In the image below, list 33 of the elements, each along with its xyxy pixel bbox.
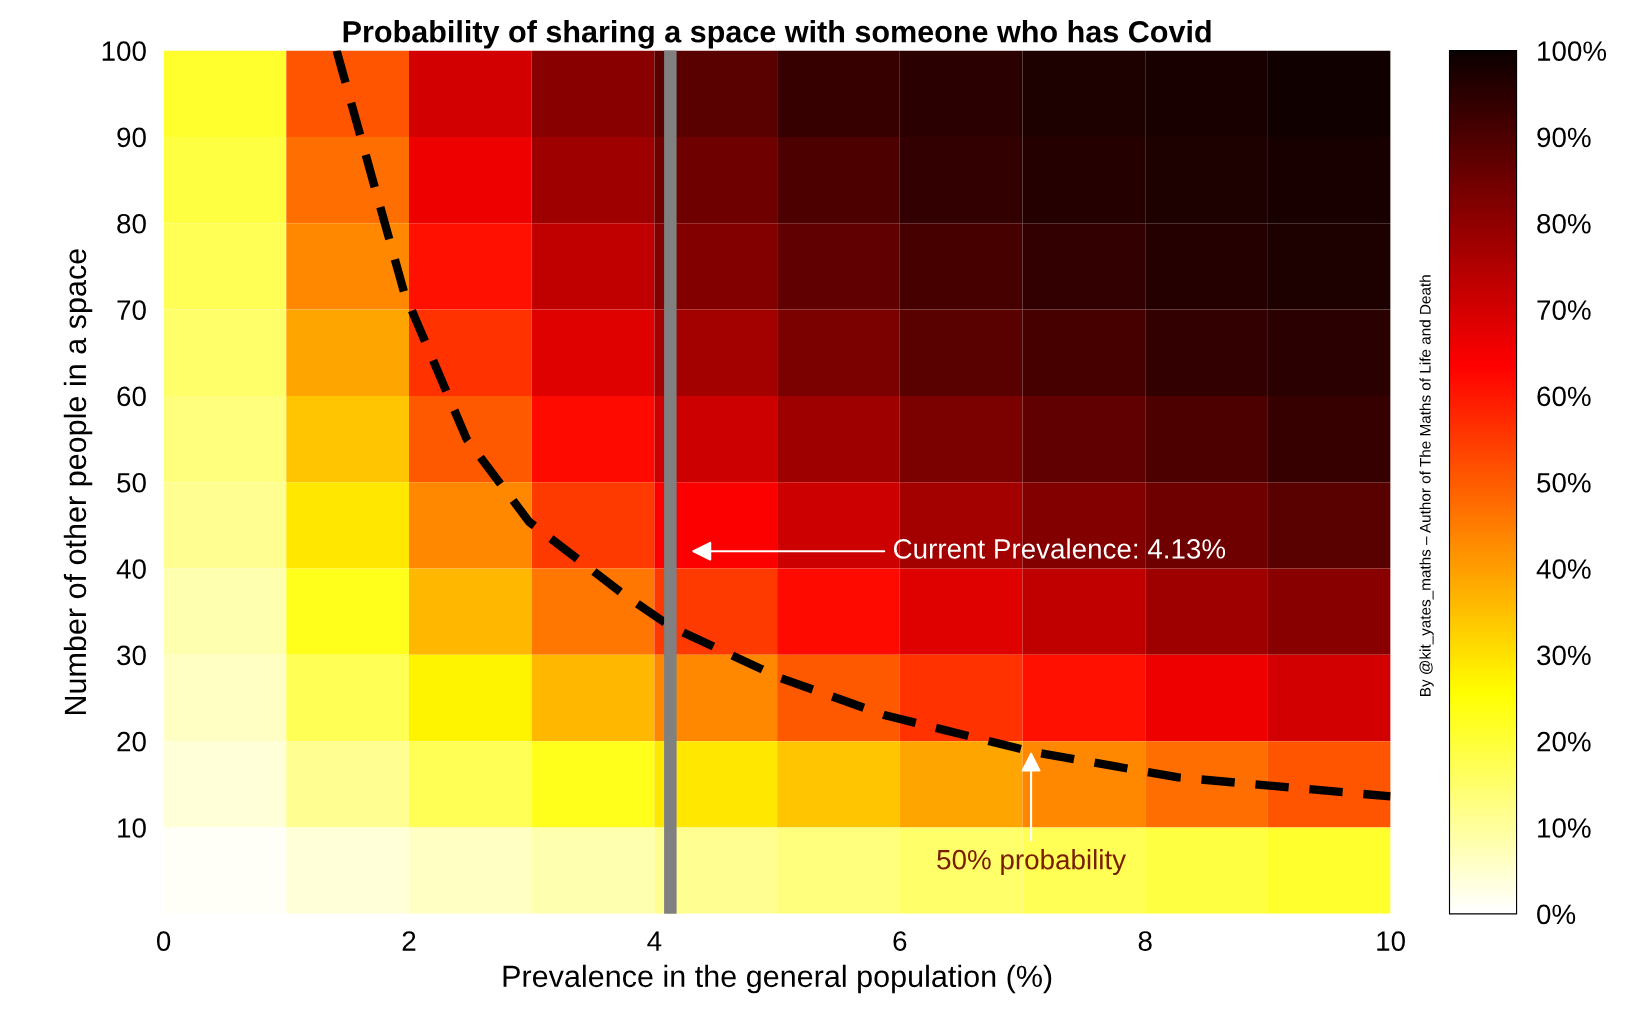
color-bar-label: 40% — [1536, 559, 1591, 579]
x-tick-label: 2 — [402, 931, 416, 951]
x-tick-label: 8 — [1138, 931, 1152, 951]
color-bar-label: 0% — [1537, 904, 1576, 925]
x-tick-label: 4 — [647, 931, 662, 951]
color-bar-label: 30% — [1537, 645, 1591, 666]
chart-title: Probability of sharing a space with someone who has Covid — [343, 20, 1211, 49]
color-bar-label: 70% — [1537, 300, 1591, 320]
annotation: 50% probability — [937, 849, 1127, 875]
y-tick-label: 30 — [117, 645, 146, 666]
color-bar-label: 20% — [1537, 731, 1591, 752]
color-bar-label: 90% — [1537, 127, 1591, 148]
color-bar-label: 80% — [1537, 213, 1591, 234]
color-bar-label: 50% — [1537, 472, 1591, 493]
color-bar-label: 60% — [1537, 386, 1591, 407]
color-bar-label: 100% — [1538, 41, 1607, 61]
x-tick-label: 0 — [156, 931, 171, 951]
y-tick-label: 40 — [116, 559, 146, 579]
x-tick-label: 6 — [893, 931, 907, 951]
y-tick-label: 50 — [117, 472, 146, 493]
y-tick-label: 100 — [102, 41, 146, 61]
y-axis-title: Number of other people in a space — [63, 249, 93, 715]
x-axis-title: Prevalence in the general population (%) — [503, 964, 1052, 994]
y-tick-label: 20 — [117, 731, 146, 752]
y-tick-label: 60 — [117, 386, 146, 407]
y-tick-label: 90 — [117, 127, 146, 148]
color-bar-label: 10% — [1538, 818, 1591, 838]
y-tick-label: 10 — [118, 818, 146, 838]
text: By @kit_yates_maths – Author of The Maths of Life and Death — [1419, 275, 1434, 696]
annotation: Current Prevalence: 4.13% — [893, 538, 1226, 559]
y-tick-label: 70 — [117, 300, 146, 320]
x-tick-label: 10 — [1377, 931, 1405, 951]
y-tick-label: 80 — [117, 213, 146, 234]
